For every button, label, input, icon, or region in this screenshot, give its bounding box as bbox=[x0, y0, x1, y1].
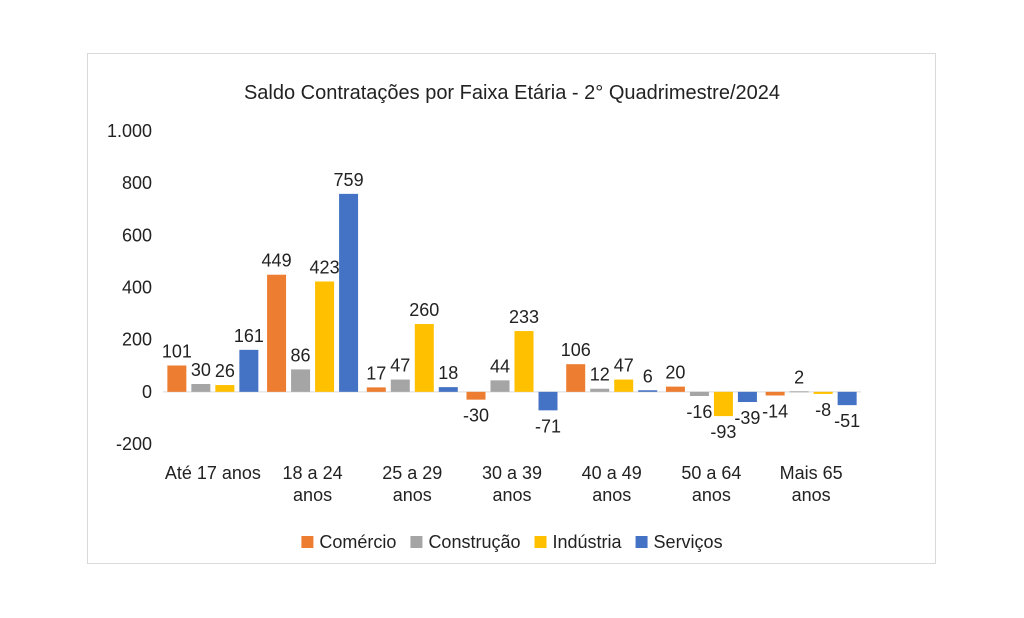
legend-swatch bbox=[410, 536, 423, 548]
y-tick-label: 800 bbox=[122, 173, 152, 193]
data-label: 2 bbox=[794, 367, 804, 387]
x-category-label: anos bbox=[592, 485, 631, 505]
data-label: 86 bbox=[291, 345, 311, 365]
x-category-label: 25 a 29 bbox=[382, 463, 442, 483]
legend-label: Comércio bbox=[319, 532, 396, 552]
x-category-label: anos bbox=[692, 485, 731, 505]
x-category-label: anos bbox=[792, 485, 831, 505]
data-label: 30 bbox=[191, 360, 211, 380]
data-label: 12 bbox=[590, 365, 610, 385]
x-category-label: 50 a 64 bbox=[681, 463, 741, 483]
chart-title: Saldo Contratações por Faixa Etária - 2°… bbox=[244, 82, 780, 104]
data-label: -16 bbox=[686, 402, 712, 422]
data-label: -8 bbox=[815, 400, 831, 420]
bar-indústria bbox=[614, 379, 634, 392]
bar-comércio bbox=[665, 386, 685, 392]
y-tick-label: -200 bbox=[116, 434, 152, 454]
x-category-label: 30 a 39 bbox=[482, 463, 542, 483]
bar-serviços bbox=[538, 391, 558, 411]
data-label: 26 bbox=[215, 361, 235, 381]
data-label: 106 bbox=[561, 340, 591, 360]
data-label: 18 bbox=[438, 363, 458, 383]
data-label: 17 bbox=[366, 363, 386, 383]
bar-serviços bbox=[438, 387, 458, 392]
data-label: 449 bbox=[262, 251, 292, 271]
bar-comércio bbox=[765, 391, 785, 396]
bar-construção bbox=[191, 384, 211, 392]
bar-indústria bbox=[414, 324, 434, 392]
bar-indústria bbox=[713, 391, 733, 417]
bar-indústria bbox=[813, 391, 833, 394]
y-tick-label: 1.000 bbox=[107, 121, 152, 141]
bar-indústria bbox=[215, 385, 235, 392]
x-category-label: Até 17 anos bbox=[165, 463, 261, 483]
bar-comércio bbox=[167, 365, 187, 392]
data-label: 44 bbox=[490, 356, 510, 376]
data-label: 20 bbox=[665, 363, 685, 383]
x-category-label: 18 a 24 bbox=[283, 463, 343, 483]
data-label: 161 bbox=[234, 326, 264, 346]
data-label: 6 bbox=[643, 366, 653, 386]
y-tick-label: 400 bbox=[122, 278, 152, 298]
bar-serviços bbox=[638, 390, 658, 392]
legend-swatch bbox=[534, 536, 547, 548]
data-label: -71 bbox=[535, 416, 561, 436]
x-category-label: anos bbox=[393, 485, 432, 505]
bar-serviços bbox=[737, 391, 757, 403]
bar-comércio bbox=[366, 387, 386, 392]
data-label: 47 bbox=[614, 356, 634, 376]
data-label: -51 bbox=[834, 411, 860, 431]
bar-serviços bbox=[339, 193, 359, 392]
legend-label: Serviços bbox=[654, 532, 723, 552]
data-label: -39 bbox=[734, 408, 760, 428]
bar-chart: Saldo Contratações por Faixa Etária - 2°… bbox=[107, 82, 861, 552]
data-label: 260 bbox=[409, 300, 439, 320]
bar-serviços bbox=[837, 391, 857, 406]
x-category-label: anos bbox=[492, 485, 531, 505]
bar-comércio bbox=[267, 274, 287, 392]
data-label: 759 bbox=[334, 170, 364, 190]
y-axis: -200 0 200 400 600 800 1.000 bbox=[107, 121, 152, 454]
data-label: 423 bbox=[310, 258, 340, 278]
legend-label: Construção bbox=[428, 532, 520, 552]
x-category-label: Mais 65 bbox=[780, 463, 843, 483]
bar-construção bbox=[689, 391, 709, 397]
bar-serviços bbox=[239, 349, 259, 392]
bar-construção bbox=[789, 391, 809, 393]
bars bbox=[167, 193, 857, 417]
data-label: 101 bbox=[162, 341, 192, 361]
bar-construção bbox=[490, 380, 510, 392]
legend: Comércio Construção Indústria Serviços bbox=[301, 532, 723, 552]
y-tick-label: 200 bbox=[122, 330, 152, 350]
bar-construção bbox=[590, 388, 610, 392]
y-tick-label: 0 bbox=[142, 382, 152, 402]
legend-label: Indústria bbox=[553, 532, 623, 552]
legend-swatch bbox=[635, 536, 648, 548]
bar-comércio bbox=[566, 364, 586, 392]
bar-indústria bbox=[514, 331, 534, 392]
legend-swatch bbox=[301, 536, 314, 548]
x-category-label: 40 a 49 bbox=[582, 463, 642, 483]
bar-indústria bbox=[315, 281, 335, 392]
data-label: 233 bbox=[509, 307, 539, 327]
data-label: -93 bbox=[710, 422, 736, 442]
data-label: 47 bbox=[390, 356, 410, 376]
bar-construção bbox=[390, 379, 410, 392]
bar-construção bbox=[291, 369, 311, 392]
x-category-label: anos bbox=[293, 485, 332, 505]
chart-frame: Saldo Contratações por Faixa Etária - 2°… bbox=[87, 53, 936, 564]
bar-comércio bbox=[466, 391, 486, 400]
data-label: -30 bbox=[463, 406, 489, 426]
data-label: -14 bbox=[762, 401, 788, 421]
y-tick-label: 600 bbox=[122, 225, 152, 245]
